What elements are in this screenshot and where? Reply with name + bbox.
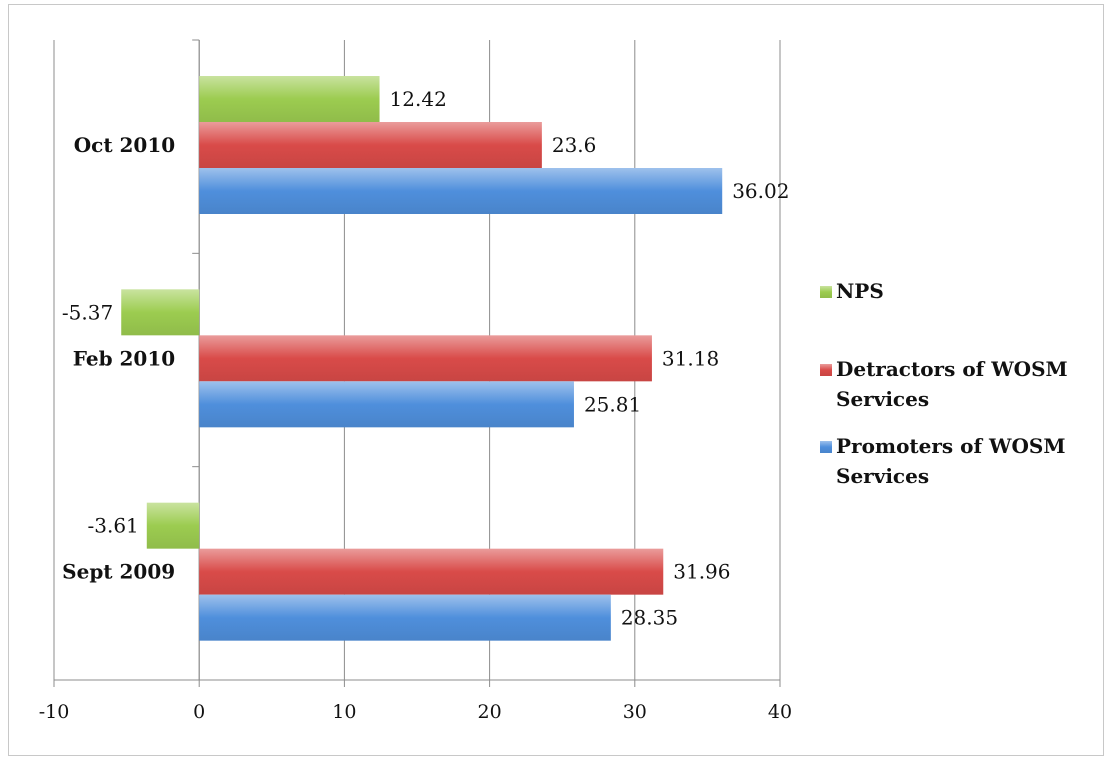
data-label: 12.42 <box>390 87 447 111</box>
x-tick-label: -10 <box>39 701 70 723</box>
legend-swatch-nps <box>820 286 832 298</box>
bar-nps-feb-2010 <box>121 289 200 336</box>
category-label: Sept 2009 <box>62 560 175 584</box>
data-label: 36.02 <box>732 179 789 203</box>
x-tick-label: 20 <box>478 701 502 723</box>
x-tick-label: 40 <box>768 701 792 723</box>
data-label: 31.96 <box>673 560 730 584</box>
x-tick-label: 30 <box>623 701 647 723</box>
bar-detractors-of-wosm-services-sept-2009 <box>199 548 664 595</box>
legend-label-nps: NPS <box>836 279 884 303</box>
bar-promoters-of-wosm-services-oct-2010 <box>199 168 723 214</box>
bar-layer <box>121 76 723 641</box>
label-layer: -10 0 10 20 30 40 -3.61 31.96 28.35 Sept 2009 -5.3… <box>39 87 792 723</box>
legend: NPS Detractors of WOSM Services Promoters o… <box>820 279 1068 488</box>
legend-swatch-detractors-of-wosm-services <box>820 364 832 376</box>
data-label: 25.81 <box>584 392 641 416</box>
x-tick-label: 0 <box>193 701 205 723</box>
legend-swatch-promoters-of-wosm-services <box>820 441 832 453</box>
data-label: 23.6 <box>552 133 597 157</box>
bar-promoters-of-wosm-services-feb-2010 <box>199 381 574 428</box>
bar-promoters-of-wosm-services-sept-2009 <box>199 594 611 641</box>
bar-detractors-of-wosm-services-feb-2010 <box>199 335 652 382</box>
bar-detractors-of-wosm-services-oct-2010 <box>199 122 542 168</box>
category-label: Oct 2010 <box>74 133 175 157</box>
legend-label-promoters-of-wosm-services: Promoters of WOSM <box>836 434 1066 458</box>
bar-nps-sept-2009 <box>146 502 200 549</box>
bar-nps-oct-2010 <box>199 76 380 122</box>
category-label: Feb 2010 <box>73 346 175 370</box>
data-label: 31.18 <box>662 346 719 370</box>
legend-label-promoters-of-wosm-services: Services <box>836 464 929 488</box>
legend-label-detractors-of-wosm-services: Services <box>836 387 929 411</box>
data-label: 28.35 <box>621 606 678 630</box>
x-tick-label: 10 <box>332 701 356 723</box>
legend-label-detractors-of-wosm-services: Detractors of WOSM <box>836 357 1068 381</box>
data-label: -3.61 <box>87 514 138 538</box>
data-label: -5.37 <box>62 300 113 324</box>
